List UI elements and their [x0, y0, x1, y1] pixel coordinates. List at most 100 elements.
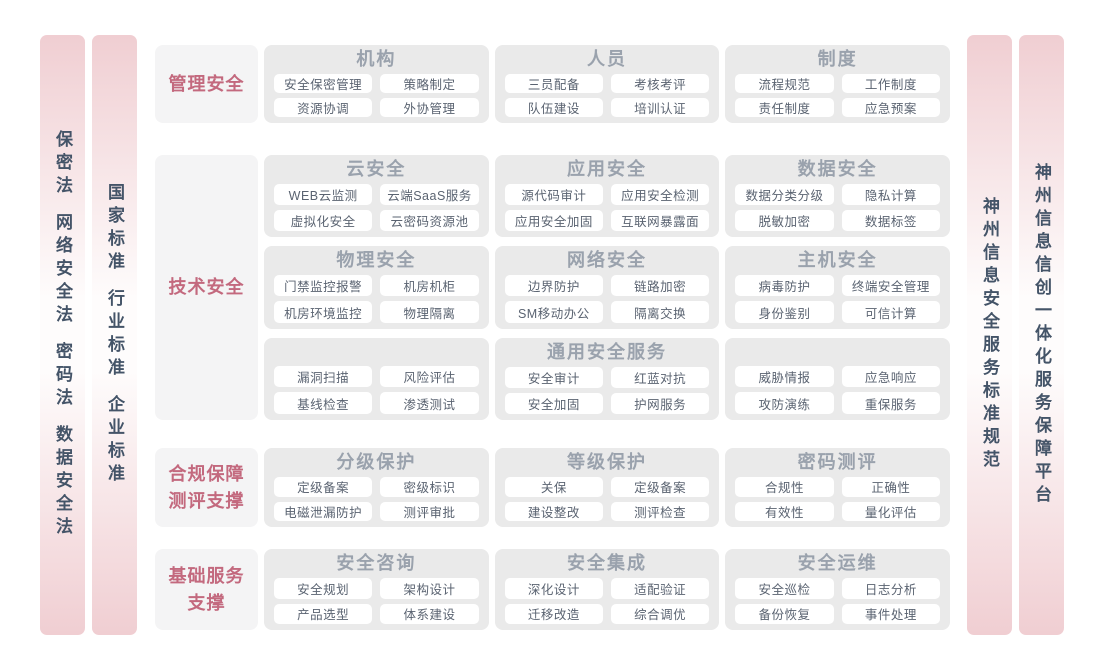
service-section: 主机安全 病毒防护 终端安全管理 身份鉴别 可信计算	[725, 246, 951, 329]
category-row: 基础服务支撑 安全咨询安全规划 架构设计 产品选型 体系建设 安全集成深化设计 适配验证 迁移…	[155, 549, 951, 630]
service-chip: 数据标签	[841, 210, 941, 232]
service-chip: 基线检查	[274, 392, 373, 414]
service-chip: 身份鉴别	[735, 301, 834, 323]
chip-grid: 安全规划 架构设计 产品选型 体系建设	[274, 578, 479, 624]
group-band: 机构 安全保密管理 策略制定 资源协调 外协管理 人员 三员配备 考核考评 队伍建设 培训认证 制度…	[264, 45, 951, 123]
group-band: 安全咨询安全规划 架构设计 产品选型 体系建设 安全集成深化设计 适配验证 迁移改造 综合调优…	[264, 549, 951, 630]
category-row: 技术安全 云安全 WEB云监测 云端SaaS服务 虚拟化安全 云密码资源池 应用安全 源代码审…	[155, 155, 951, 420]
service-chip: 应急预案	[841, 98, 941, 117]
category-row: 管理安全 机构 安全保密管理 策略制定 资源协调 外协管理 人员 三员配备 考核考评 队伍建设 培训…	[155, 45, 951, 123]
service-section: 威胁情报 应急响应 攻防演练 重保服务	[725, 337, 951, 420]
service-section: 数据安全 数据分类分级 隐私计算 脱敏加密 数据标签	[725, 155, 951, 238]
service-chip: 漏洞扫描	[274, 365, 373, 388]
service-chip: 应急响应	[841, 365, 941, 388]
service-chip: 红蓝对抗	[611, 366, 710, 388]
service-section: 分级保护 定级备案 密级标识 电磁泄漏防护 测评审批	[264, 448, 489, 527]
category-label: 管理安全	[155, 45, 258, 123]
section-title: 分级保护	[336, 452, 417, 472]
service-chip: 隐私计算	[841, 184, 941, 206]
section-title: 密码测评	[797, 452, 878, 472]
category-label-line: 管理安全	[168, 73, 245, 94]
service-chip: 培训认证	[611, 98, 710, 117]
service-chip: 门禁监控报警	[274, 275, 373, 297]
group-band: 分级保护 定级备案 密级标识 电磁泄漏防护 测评审批 等级保护 关保 定级备案 建设整改 测评检查…	[264, 448, 951, 527]
service-chip: 流程规范	[735, 74, 834, 93]
pillar-standards-text: 国家标准行业标准企业标准	[92, 183, 137, 487]
section-title: 等级保护	[567, 452, 647, 472]
service-chip: 电磁泄漏防护	[274, 501, 373, 521]
chip-grid: 流程规范 工作制度 责任制度 应急预案	[735, 74, 941, 117]
pillar-laws-text: 保密法网络安全法密码法数据安全法	[40, 130, 85, 540]
group-band: 物理安全 门禁监控报警 机房机柜 机房环境监控 物理隔离 网络安全 边界防护 链路加密 SM移动…	[264, 246, 951, 329]
service-chip: 链路加密	[611, 275, 710, 297]
category-label-line: 测评支撑	[168, 490, 245, 511]
category-groups: 云安全 WEB云监测 云端SaaS服务 虚拟化安全 云密码资源池 应用安全 源代码审计 应用安…	[264, 155, 951, 420]
service-chip: 日志分析	[841, 578, 941, 599]
service-chip: 终端安全管理	[841, 275, 941, 297]
chip-grid: 安全巡检 日志分析 备份恢复 事件处理	[735, 578, 941, 624]
section-title: 数据安全	[797, 159, 878, 179]
section-title: 人员	[587, 49, 627, 69]
section-title: 云安全	[346, 159, 407, 179]
chip-grid: 关保 定级备案 建设整改 测评检查	[504, 477, 710, 521]
pillar-segment: 神州信息安全服务标准规范	[980, 197, 999, 473]
chip-grid: 深化设计 适配验证 迁移改造 综合调优	[504, 578, 710, 624]
category-groups: 分级保护 定级备案 密级标识 电磁泄漏防护 测评审批 等级保护 关保 定级备案 建设整改 测评检查…	[264, 448, 951, 527]
group-band: 云安全 WEB云监测 云端SaaS服务 虚拟化安全 云密码资源池 应用安全 源代码审计 应用安…	[264, 155, 951, 238]
pillar-service-standard-spec: 神州信息安全服务标准规范	[967, 35, 1012, 635]
pillar-laws: 保密法网络安全法密码法数据安全法	[40, 35, 85, 635]
service-chip: 互联网暴露面	[611, 210, 710, 232]
service-chip: 备份恢复	[735, 603, 834, 624]
section-title	[274, 338, 479, 366]
service-chip: 产品选型	[274, 603, 373, 624]
service-chip: 深化设计	[504, 578, 603, 599]
service-chip: 外协管理	[380, 98, 479, 117]
service-chip: 可信计算	[841, 301, 941, 323]
chip-grid: 安全审计 红蓝对抗 安全加固 护网服务	[504, 366, 710, 414]
service-chip: 重保服务	[841, 392, 941, 414]
chip-grid: 三员配备 考核考评 队伍建设 培训认证	[504, 74, 710, 117]
section-title: 制度	[817, 49, 858, 69]
service-chip: 安全规划	[274, 578, 373, 599]
section-title: 主机安全	[797, 250, 878, 271]
service-section: 人员三员配备 考核考评 队伍建设 培训认证	[494, 45, 720, 123]
service-chip: 密级标识	[380, 477, 479, 497]
service-chip: 三员配备	[504, 74, 603, 93]
category-label-line: 基础服务	[168, 566, 245, 587]
service-chip: 边界防护	[504, 275, 603, 297]
pillar-standards: 国家标准行业标准企业标准	[92, 35, 137, 635]
service-chip: 物理隔离	[380, 301, 479, 323]
service-section: 云安全 WEB云监测 云端SaaS服务 虚拟化安全 云密码资源池	[264, 155, 489, 238]
service-section: 安全运维 安全巡检 日志分析 备份恢复 事件处理	[725, 549, 951, 630]
service-chip: 安全保密管理	[274, 74, 373, 93]
service-section: 制度流程规范 工作制度 责任制度 应急预案	[725, 45, 951, 123]
chip-grid: 漏洞扫描 风险评估 基线检查 渗透测试	[274, 365, 479, 414]
service-chip: 机房环境监控	[274, 301, 373, 323]
service-chip: 安全加固	[504, 392, 603, 414]
section-title: 物理安全	[336, 250, 417, 271]
section-title: 安全咨询	[336, 553, 417, 573]
chip-grid: 威胁情报 应急响应 攻防演练 重保服务	[735, 365, 941, 414]
chip-grid: 合规性 正确性 有效性 量化评估	[735, 477, 941, 521]
category-label: 基础服务 支撑	[155, 549, 258, 630]
service-chip: WEB云监测	[274, 184, 373, 206]
service-chip: 正确性	[841, 477, 941, 497]
service-section: 应用安全 源代码审计 应用安全检测 应用安全加固 互联网暴露面	[494, 155, 720, 238]
chip-grid: 源代码审计 应用安全检测 应用安全加固 互联网暴露面	[504, 184, 710, 232]
service-chip: 隔离交换	[611, 301, 710, 323]
service-chip: 事件处理	[841, 603, 941, 624]
service-section: 物理安全 门禁监控报警 机房机柜 机房环境监控 物理隔离	[264, 246, 489, 329]
pillar-segment: 行业标准	[105, 289, 124, 381]
service-chip: 定级备案	[274, 477, 373, 497]
service-matrix: 管理安全 机构 安全保密管理 策略制定 资源协调 外协管理 人员 三员配备 考核考评 队伍建设 培训…	[155, 45, 951, 630]
service-chip: 综合调优	[611, 603, 710, 624]
service-chip: 威胁情报	[735, 365, 834, 388]
service-chip: 适配验证	[611, 578, 710, 599]
category-label-line: 合规保障	[168, 464, 245, 485]
service-section: 通用安全服务 安全审计 红蓝对抗 安全加固 护网服务	[494, 337, 720, 420]
section-title: 安全集成	[567, 553, 647, 573]
category-label-line: 支撑	[187, 592, 226, 613]
service-chip: 风险评估	[380, 365, 479, 388]
section-title	[735, 338, 940, 366]
service-chip: 护网服务	[611, 392, 710, 414]
